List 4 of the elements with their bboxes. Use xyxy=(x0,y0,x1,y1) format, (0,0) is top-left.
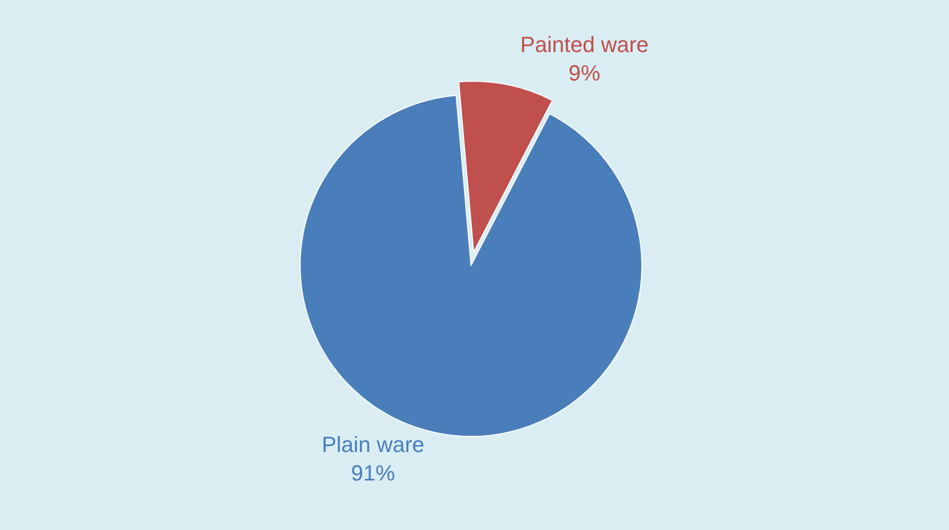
slice-label: Plain ware xyxy=(322,432,424,458)
slice-label: Painted ware xyxy=(520,32,649,57)
data-label: 9% xyxy=(568,60,600,86)
data-label: 91% xyxy=(351,460,396,486)
